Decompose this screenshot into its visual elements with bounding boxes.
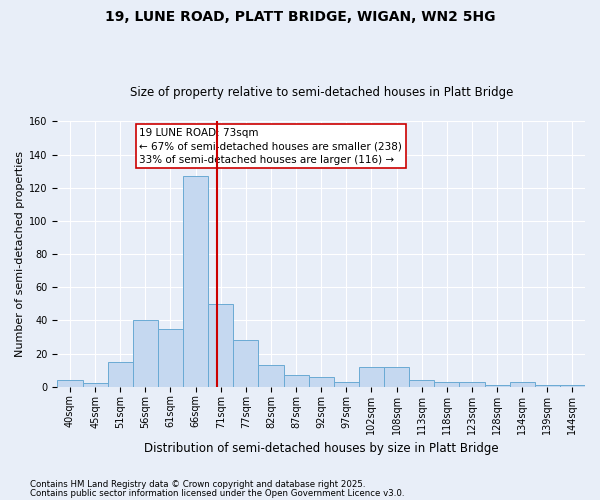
Bar: [133, 320, 158, 387]
Bar: [485, 385, 509, 387]
Bar: [384, 367, 409, 387]
Bar: [208, 304, 233, 387]
Bar: [560, 385, 585, 387]
Bar: [259, 365, 284, 387]
Bar: [460, 382, 485, 387]
Y-axis label: Number of semi-detached properties: Number of semi-detached properties: [15, 151, 25, 357]
X-axis label: Distribution of semi-detached houses by size in Platt Bridge: Distribution of semi-detached houses by …: [144, 442, 499, 455]
Bar: [83, 384, 107, 387]
Bar: [284, 375, 308, 387]
Bar: [58, 380, 83, 387]
Text: 19, LUNE ROAD, PLATT BRIDGE, WIGAN, WN2 5HG: 19, LUNE ROAD, PLATT BRIDGE, WIGAN, WN2 …: [105, 10, 495, 24]
Bar: [359, 367, 384, 387]
Text: Contains public sector information licensed under the Open Government Licence v3: Contains public sector information licen…: [30, 489, 404, 498]
Bar: [334, 382, 359, 387]
Title: Size of property relative to semi-detached houses in Platt Bridge: Size of property relative to semi-detach…: [130, 86, 513, 100]
Bar: [233, 340, 259, 387]
Bar: [434, 382, 460, 387]
Bar: [308, 377, 334, 387]
Text: Contains HM Land Registry data © Crown copyright and database right 2025.: Contains HM Land Registry data © Crown c…: [30, 480, 365, 489]
Bar: [183, 176, 208, 387]
Text: 19 LUNE ROAD: 73sqm
← 67% of semi-detached houses are smaller (238)
33% of semi-: 19 LUNE ROAD: 73sqm ← 67% of semi-detach…: [139, 128, 402, 164]
Bar: [409, 380, 434, 387]
Bar: [535, 385, 560, 387]
Bar: [107, 362, 133, 387]
Bar: [509, 382, 535, 387]
Bar: [158, 328, 183, 387]
